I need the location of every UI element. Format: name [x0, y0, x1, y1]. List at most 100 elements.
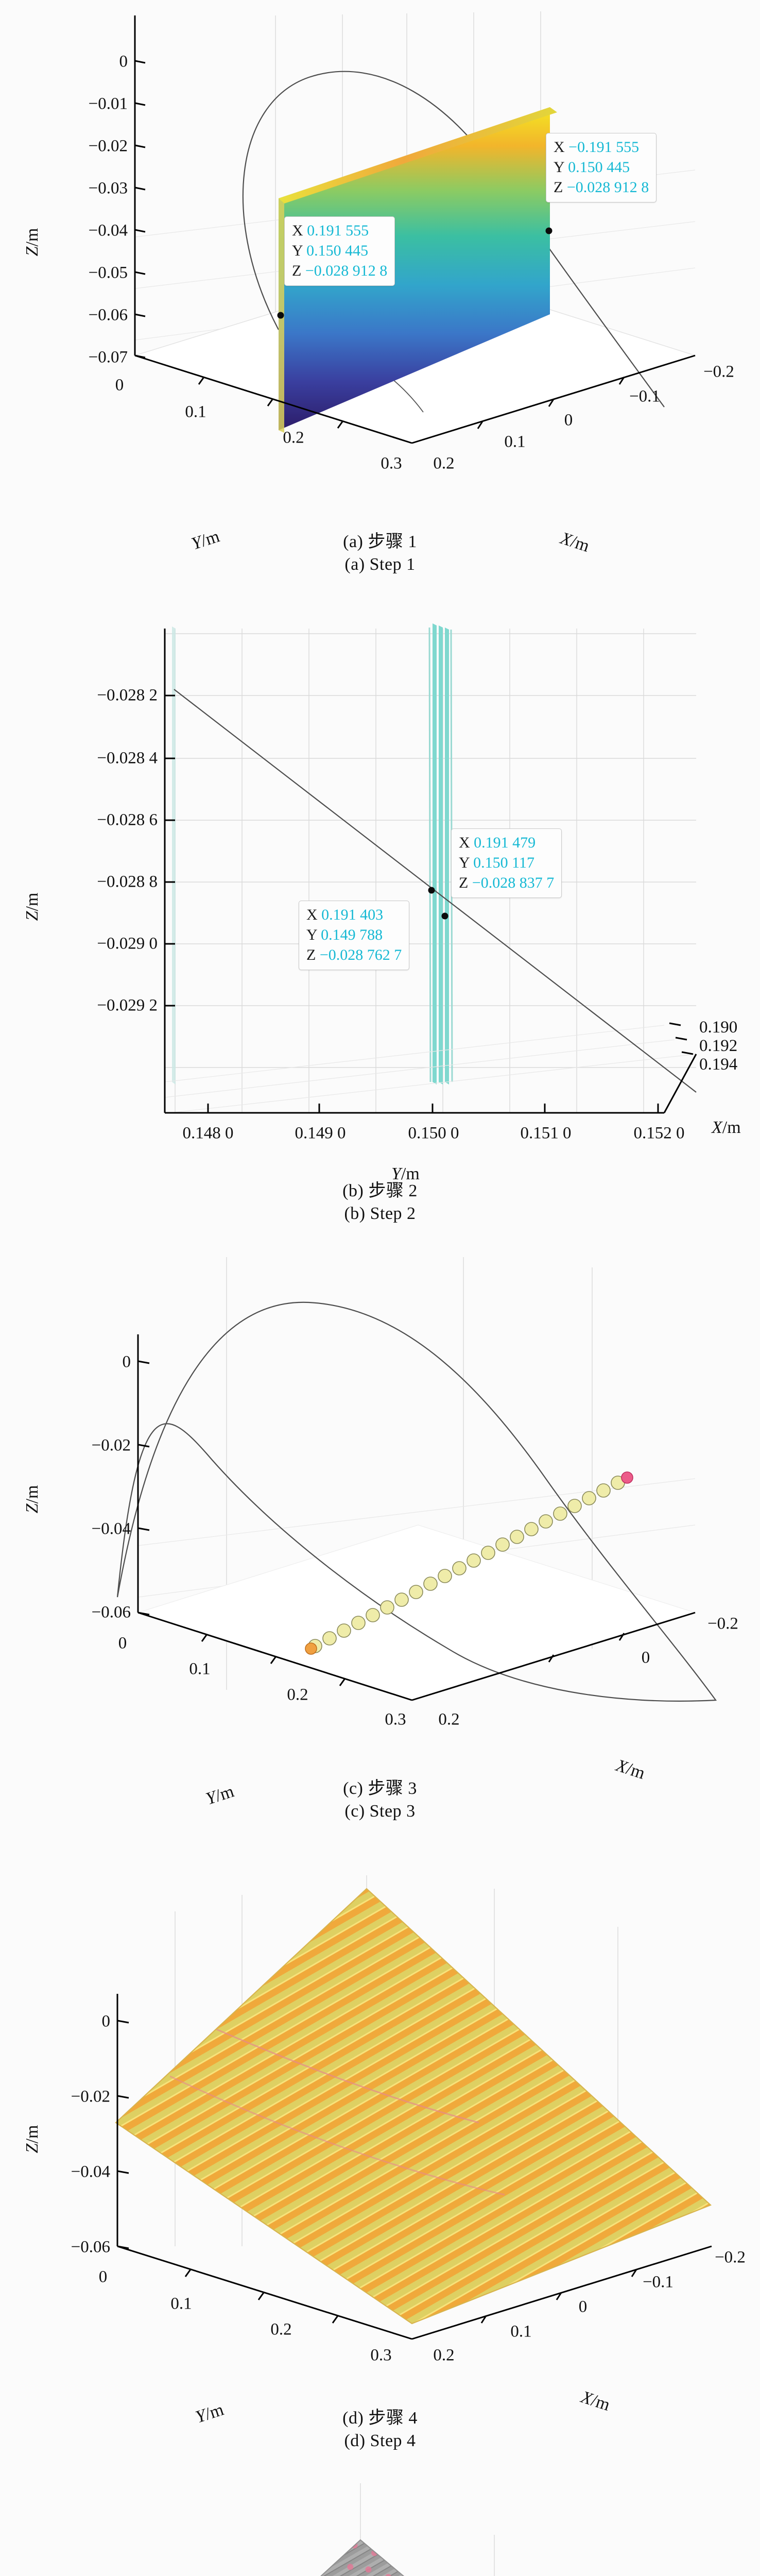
y-tick-a-1: 0.1 [185, 402, 206, 421]
datatip-b-upper-y-val: 0.150 117 [473, 854, 534, 871]
datatip-b-lower-z-val: −0.028 762 7 [319, 946, 402, 963]
y-axis-label-b: Y/m [391, 1164, 420, 1183]
plot-c: Z/m Y/m X/m 0 −0.02 −0.04 −0.06 0 0.1 0.… [0, 1236, 760, 1809]
datatip-marker-b-upper [428, 887, 435, 894]
datatip-a-right-y-key: Y [554, 159, 564, 176]
plot-b-svg [164, 623, 697, 1114]
z-tick-a-0: 0 [119, 52, 128, 71]
z-tick-d-2: −0.04 [71, 2162, 110, 2181]
x-tick-a-2: 0 [564, 411, 573, 430]
datatip-a-right-z-val: −0.028 912 8 [566, 179, 649, 196]
intersection-curve-b [174, 689, 697, 1093]
boundary-curve-c [116, 1301, 717, 1702]
y-tick-b-0: 0.148 0 [182, 1124, 234, 1143]
z-axis-label-c: Z/m [23, 1485, 42, 1514]
datatip-b-upper-x-key: X [459, 834, 470, 851]
x-tick-d-1: 0.1 [510, 2322, 532, 2341]
y-tick-b-1: 0.149 0 [295, 1124, 346, 1143]
datatip-b-lower-x-val: 0.191 403 [321, 906, 384, 923]
z-tick-b-4: −0.029 0 [97, 934, 158, 953]
caption-d: (d) 步骤 4 (d) Step 4 [0, 2407, 760, 2452]
plot-a: Z/m Y/m X/m 0 −0.01 −0.02 −0.03 −0.04 −0… [0, 0, 760, 556]
x-tick-a-3: −0.1 [629, 387, 660, 406]
z-tick-a-6: −0.06 [88, 306, 128, 325]
z-tick-d-0: 0 [101, 2012, 111, 2031]
marker-start-c [305, 1642, 317, 1655]
y-ticks-d [184, 2269, 339, 2324]
z-ticks-b [165, 694, 175, 1007]
datatip-b-lower-y-val: 0.149 788 [321, 926, 383, 943]
y-tick-c-0: 0 [118, 1634, 127, 1653]
y-ticks-b [207, 1104, 659, 1113]
caption-c: (c) 步骤 3 (c) Step 3 [0, 1777, 760, 1823]
caption-b-en: (b) Step 2 [344, 1204, 416, 1224]
z-tick-b-1: −0.028 4 [97, 749, 158, 768]
floor-lines-b [164, 1025, 697, 1113]
x-tick-d-2: 0 [578, 2297, 588, 2316]
z-tick-b-0: −0.028 2 [97, 686, 158, 705]
caption-d-en: (d) Step 4 [344, 2431, 416, 2451]
z-ticks-c [137, 1360, 150, 1616]
plot-c-svg [116, 1257, 717, 1702]
panel-d: Z/m Y/m X/m 0 −0.02 −0.04 −0.06 0 0.1 0.… [0, 1855, 760, 2473]
datatip-b-upper-x-val: 0.191 479 [474, 834, 536, 851]
panel-c: Z/m Y/m X/m 0 −0.02 −0.04 −0.06 0 0.1 0.… [0, 1236, 760, 1855]
x-tick-a-4: −0.2 [703, 362, 734, 381]
datatip-b-upper[interactable]: X 0.191 479 Y 0.150 117 Z −0.028 837 7 [451, 828, 562, 898]
axis-lines-c [137, 1334, 696, 1701]
datatip-a-left-z-val: −0.028 912 8 [305, 262, 388, 279]
x-tick-c-2: −0.2 [707, 1614, 738, 1633]
panel-e: Z/m Y/m X/m 0 −0.02 −0.04 −0.06 0 0.1 0.… [0, 2473, 760, 2576]
z-tick-a-2: −0.02 [88, 137, 128, 156]
plot-e: Z/m Y/m X/m 0 −0.02 −0.04 −0.06 0 0.1 0.… [0, 2473, 760, 2576]
z-tick-a-1: −0.01 [88, 94, 128, 113]
y-tick-b-4: 0.152 0 [633, 1124, 685, 1143]
y-tick-a-3: 0.3 [381, 454, 402, 473]
floor-plane-c [137, 1524, 697, 1701]
marker-row-c [308, 1476, 625, 1653]
plot-b: Z/m Y/m X/m −0.028 2 −0.028 4 −0.028 6 −… [0, 618, 760, 1183]
x-tick-c-1: 0 [641, 1648, 650, 1667]
datatip-b-lower-z-key: Z [306, 946, 316, 963]
x-tick-b-1: 0.192 [699, 1037, 738, 1055]
datatip-a-right[interactable]: X −0.191 555 Y 0.150 445 Z −0.028 912 8 [546, 133, 657, 202]
z-tick-b-5: −0.029 2 [97, 996, 158, 1015]
x-tick-a-1: 0.1 [504, 432, 526, 451]
x-tick-b-0: 0.190 [699, 1018, 738, 1037]
caption-b: (b) 步骤 2 (b) Step 2 [0, 1180, 760, 1225]
z-tick-a-3: −0.03 [88, 179, 128, 198]
datatip-marker-a-left [277, 312, 284, 319]
z-tick-b-3: −0.028 8 [97, 872, 158, 891]
caption-a-zh: (a) 步骤 1 [343, 532, 417, 551]
marker-end-c [621, 1471, 633, 1484]
panel-b: Z/m Y/m X/m −0.028 2 −0.028 4 −0.028 6 −… [0, 618, 760, 1236]
surface-outline-e [320, 2539, 405, 2576]
plot-e-svg [118, 2483, 711, 2576]
z-tick-c-0: 0 [122, 1352, 131, 1371]
x-tick-d-4: −0.2 [715, 2248, 746, 2267]
y-tick-a-0: 0 [115, 376, 124, 395]
datatip-marker-b-lower [441, 912, 448, 920]
caption-c-en: (c) Step 3 [344, 1802, 416, 1821]
surface-patch-a [279, 107, 557, 433]
datatip-a-right-z-key: Z [554, 179, 563, 196]
datatip-b-upper-y-key: Y [459, 854, 470, 871]
x-tick-a-0: 0.2 [433, 454, 455, 473]
datatip-a-left[interactable]: X 0.191 555 Y 0.150 445 Z −0.028 912 8 [284, 216, 395, 286]
y-tick-b-2: 0.150 0 [408, 1124, 459, 1143]
datatip-b-lower-x-key: X [306, 906, 318, 923]
datatip-b-lower[interactable]: X 0.191 403 Y 0.149 788 Z −0.028 762 7 [299, 901, 410, 970]
z-ticks-a [134, 60, 146, 359]
z-tick-a-4: −0.04 [88, 221, 128, 240]
y-tick-a-2: 0.2 [283, 428, 304, 447]
axis-lines-b [164, 629, 697, 1114]
datatip-a-left-y-val: 0.150 445 [306, 242, 369, 259]
caption-b-zh: (b) 步骤 2 [342, 1181, 418, 1200]
datatip-b-upper-z-val: −0.028 837 7 [472, 874, 555, 891]
caption-a-en: (a) Step 1 [344, 555, 416, 574]
x-ticks-a [477, 377, 625, 429]
z-ticks-d [117, 2020, 129, 2249]
datatip-a-right-y-val: 0.150 445 [568, 159, 630, 176]
panel-a: Z/m Y/m X/m 0 −0.01 −0.02 −0.03 −0.04 −0… [0, 0, 760, 618]
